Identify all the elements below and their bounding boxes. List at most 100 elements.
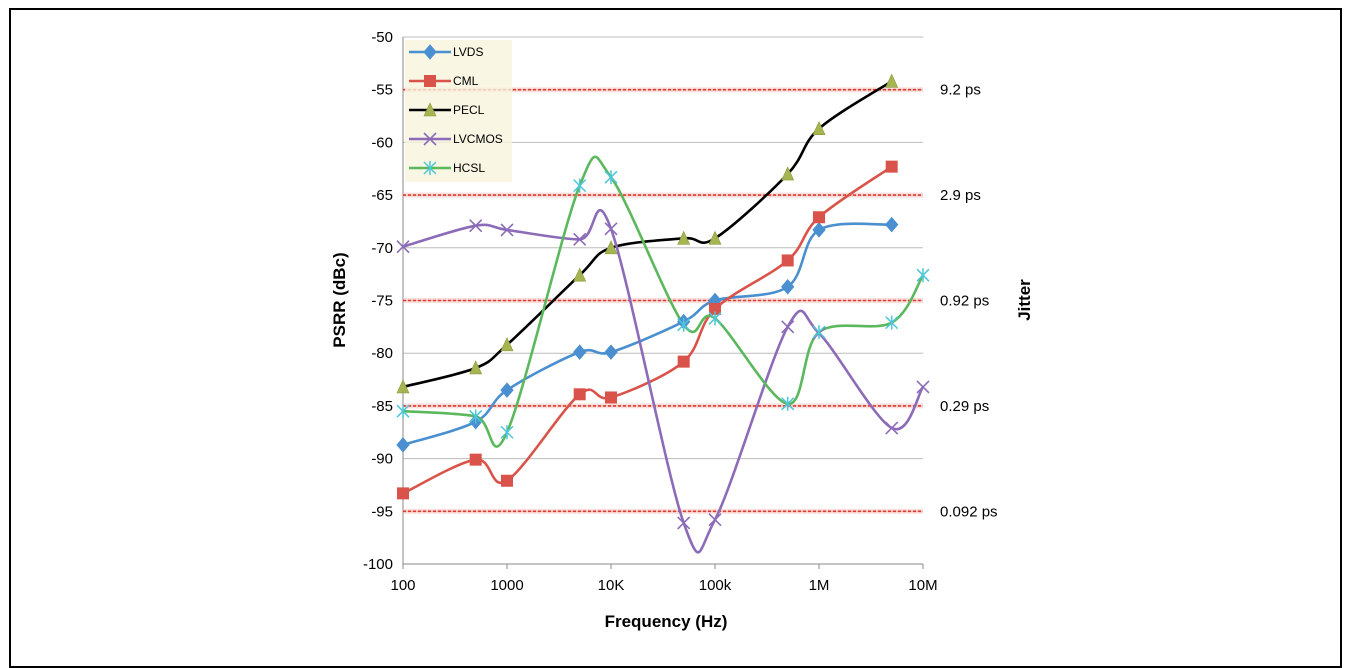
legend-marker-pecl [423, 102, 437, 117]
jitter-label: 0.92 ps [940, 293, 989, 310]
marker-stroke [573, 232, 587, 246]
data-point-cml [469, 453, 482, 466]
data-point-lvcmos [573, 232, 587, 246]
jitter-label: 0.29 ps [940, 398, 989, 415]
data-point-cml [885, 160, 898, 173]
data-point-cml [781, 254, 794, 267]
data-point-hcsl [396, 404, 410, 419]
legend-marker-hcsl [423, 161, 437, 175]
data-point-cml [397, 487, 409, 500]
series-markers [396, 73, 930, 530]
data-point-lvcmos [396, 240, 410, 254]
data-point-hcsl [500, 425, 514, 440]
x-tick-label: 1000 [490, 577, 523, 594]
data-point-hcsl [916, 268, 930, 283]
data-point-hcsl [677, 317, 691, 332]
data-point-cml [709, 302, 721, 315]
data-point-hcsl [812, 325, 826, 340]
marker-stroke [396, 240, 410, 254]
data-point-cml [573, 388, 586, 401]
data-point-hcsl [885, 315, 899, 330]
data-point-lvcmos [500, 223, 514, 237]
marker-stroke [781, 320, 795, 334]
data-point-pecl [708, 230, 722, 245]
data-point-pecl [604, 240, 618, 255]
axis-ticks: -50 -55 -60 -65 -70 -75 -80 -85 -90 -95 -100 100 100… [363, 29, 998, 594]
x-tick-label: 10M [908, 577, 937, 594]
legend-label-cml: CML [453, 74, 479, 88]
data-point-cml [501, 474, 513, 487]
x-tick-label: 100 [390, 577, 415, 594]
y-tick-label: -65 [371, 187, 393, 204]
y-tick-label: -80 [371, 345, 393, 362]
data-point-cml [605, 391, 617, 404]
legend-label-lvds: LVDS [453, 45, 483, 59]
data-point-lvcmos [677, 516, 691, 530]
data-point-pecl [573, 267, 587, 282]
y-tick-label: -75 [371, 293, 393, 310]
series-line-lvcmos [402, 209, 925, 554]
data-point-hcsl [781, 396, 795, 411]
y-tick-label: -95 [371, 503, 393, 520]
data-point-hcsl [604, 170, 618, 185]
data-point-lvcmos [781, 320, 795, 334]
data-point-pecl [781, 166, 795, 181]
data-point-cml [677, 355, 690, 368]
marker-stroke [604, 222, 618, 236]
data-point-lvds [500, 382, 514, 398]
data-point-hcsl [708, 311, 722, 326]
y-tick-label: -50 [371, 29, 393, 46]
data-point-pecl [885, 73, 899, 88]
y-tick-label: -60 [371, 134, 393, 151]
series-line-lvds [402, 222, 892, 447]
data-point-lvcmos [885, 421, 899, 435]
marker-stroke [423, 132, 437, 146]
data-point-lvcmos [708, 513, 722, 527]
data-point-pecl [500, 337, 514, 352]
y-tick-label: -85 [371, 398, 393, 415]
jitter-label: 9.2 ps [940, 82, 981, 99]
y-tick-label: -70 [371, 240, 393, 257]
marker-stroke [916, 380, 930, 394]
series-line-pecl [402, 80, 893, 389]
series-line-cml [402, 165, 893, 495]
data-point-pecl [469, 360, 483, 375]
marker-stroke [708, 513, 722, 527]
data-point-pecl [677, 230, 691, 245]
legend-marker-cml [424, 75, 436, 87]
psrr-chart: -50 -55 -60 -65 -70 -75 -80 -85 -90 -95 -100 100 100… [330, 29, 1034, 631]
data-point-lvds [885, 216, 899, 233]
marker-stroke [885, 421, 899, 435]
data-point-lvds [573, 344, 587, 360]
data-point-lvds [604, 344, 618, 360]
data-point-pecl [396, 379, 410, 394]
legend-label-lvcmos: LVCMOS [453, 132, 503, 146]
y2-axis-title: Jitter [1015, 279, 1034, 321]
legend-marker-lvcmos [423, 132, 437, 146]
legend-marker-lvds [423, 44, 437, 60]
x-tick-label: 1M [809, 577, 830, 594]
marker-stroke [677, 516, 691, 530]
y-tick-label: -100 [363, 556, 393, 573]
data-point-lvds [812, 222, 826, 238]
data-point-lvds [781, 279, 795, 295]
y-tick-label: -90 [371, 451, 393, 468]
y-tick-label: -55 [371, 82, 393, 99]
data-point-lvcmos [469, 219, 483, 233]
jitter-label: 0.092 ps [940, 503, 998, 520]
x-tick-label: 10K [598, 577, 625, 594]
data-point-cml [813, 211, 825, 224]
marker-stroke [500, 223, 514, 237]
data-point-pecl [812, 120, 826, 135]
x-axis-title: Frequency (Hz) [605, 612, 728, 631]
data-point-lvcmos [916, 380, 930, 394]
data-point-lvds [396, 437, 410, 453]
legend: LVDS CML PECL LVCMOS HCSL [405, 40, 512, 182]
data-point-lvcmos [604, 222, 618, 236]
legend-label-pecl: PECL [453, 103, 485, 117]
marker-stroke [469, 219, 483, 233]
x-tick-label: 100k [699, 577, 732, 594]
legend-label-hcsl: HCSL [453, 161, 485, 175]
data-point-hcsl [573, 178, 587, 193]
data-point-hcsl [469, 409, 483, 424]
